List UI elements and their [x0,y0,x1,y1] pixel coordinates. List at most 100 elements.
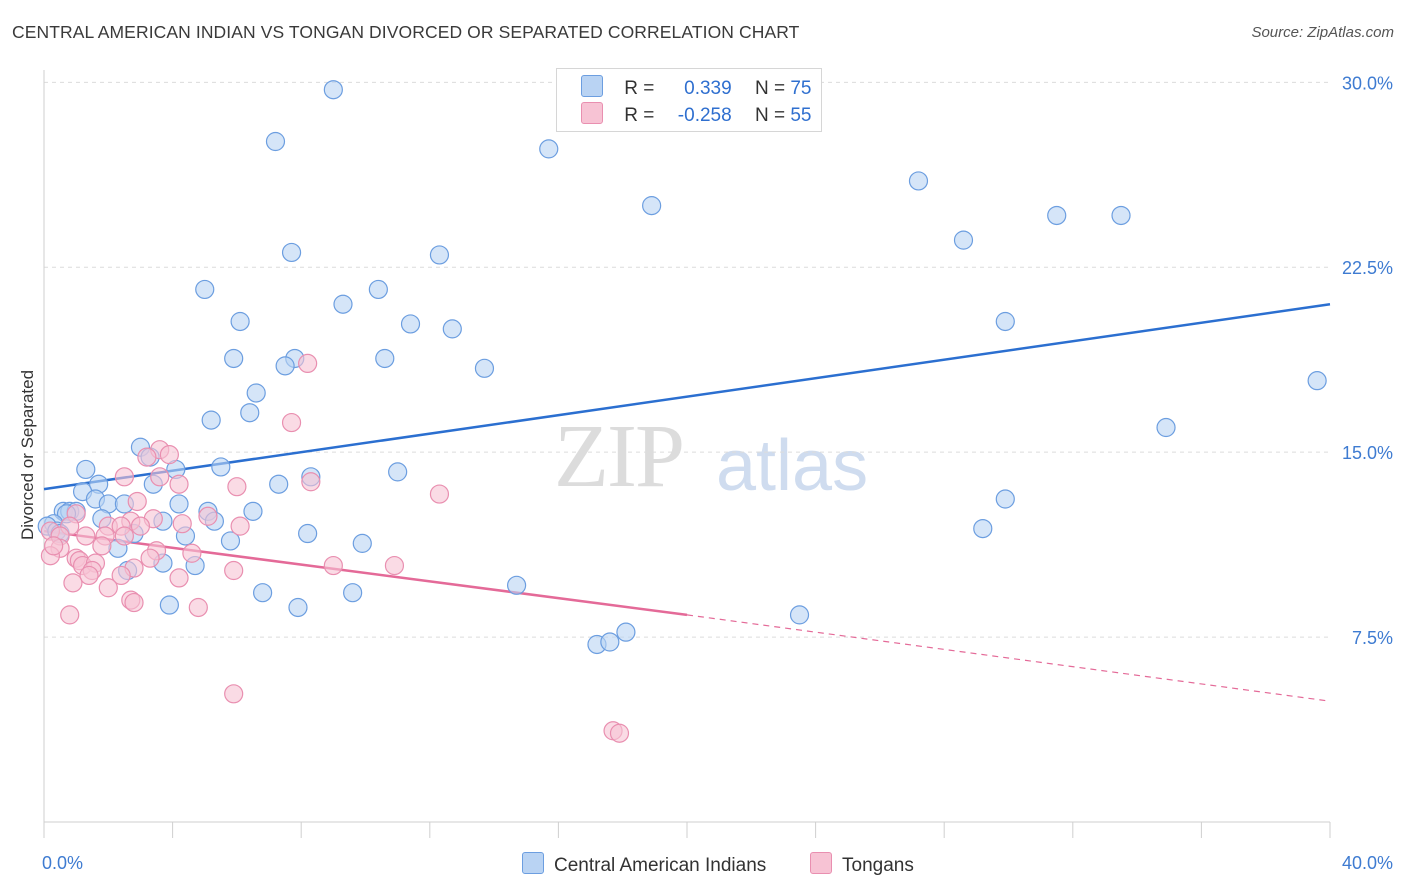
data-point-tongans [140,548,160,568]
data-point-central-american-indians [375,348,395,369]
watermark-zip: ZIP [554,407,685,506]
data-point-tongans [124,592,144,613]
data-point-tongans [63,573,83,593]
data-point-central-american-indians [323,80,343,100]
data-point-tongans [198,506,218,526]
data-point-tongans [60,605,80,625]
chart-source: Source: ZipAtlas.com [1251,24,1394,41]
data-point-central-american-indians [429,245,450,265]
x-tick-label: 40.0% [1342,853,1393,873]
data-point-central-american-indians [442,319,462,339]
legend-item-tongans: Tongans [810,852,914,877]
legend-swatch-blue [522,852,544,874]
legend-swatch-pink [810,852,832,874]
data-point-tongans [298,353,318,374]
legend-r-value: -0.258 [677,105,732,126]
y-tick-label: 15.0% [1342,443,1393,463]
data-point-central-american-indians [995,311,1015,332]
watermark-atlas: atlas [716,426,869,506]
points-tongans [40,353,630,743]
y-tick-label: 7.5% [1352,628,1393,648]
legend-row-pink: R = -0.258 N = 55 [581,102,811,126]
data-point-central-american-indians [953,230,974,250]
data-point-central-american-indians [600,632,620,652]
data-point-central-american-indians [973,518,993,539]
data-point-tongans [609,723,630,743]
data-point-central-american-indians [211,457,231,477]
data-point-tongans [130,516,151,536]
data-point-central-american-indians [230,311,250,332]
data-point-tongans [137,447,157,467]
data-point-central-american-indians [298,523,318,544]
data-point-central-american-indians [220,531,241,551]
y-axis-label: Divorced or Separated [18,369,37,541]
data-point-central-american-indians [1111,205,1131,226]
data-point-tongans [224,684,244,704]
data-point-tongans [323,555,343,576]
data-point-central-american-indians [539,139,559,159]
data-point-tongans [230,516,250,536]
data-point-central-american-indians [169,494,189,514]
y-tick-label: 30.0% [1342,73,1393,93]
legend-n-label: N = [754,105,786,126]
data-point-central-american-indians [288,597,308,618]
data-point-tongans [169,568,189,588]
data-point-central-american-indians [281,242,302,263]
data-point-central-american-indians [224,348,244,369]
data-point-central-american-indians [507,575,527,595]
legend-label: Central American Indians [554,855,767,876]
data-point-tongans [172,514,192,534]
data-point-central-american-indians [474,358,495,378]
data-point-central-american-indians [159,595,179,615]
legend-n-label: N = [754,78,786,99]
data-point-central-american-indians [1156,417,1176,438]
legend-r-label: R = [624,78,655,99]
trend-line-extension [686,614,1331,702]
data-point-tongans [76,526,96,546]
data-point-central-american-indians [253,583,273,603]
data-point-tongans [429,484,450,504]
data-point-tongans [182,543,202,563]
legend-r-value: 0.339 [684,78,732,99]
data-point-central-american-indians [195,279,215,300]
data-point-tongans [301,472,321,492]
legend-swatch-blue [581,75,603,97]
data-point-tongans [127,491,147,512]
data-point-tongans [111,565,131,586]
chart-title: CENTRAL AMERICAN INDIAN VS TONGAN DIVORC… [12,22,800,42]
data-point-central-american-indians [642,196,662,216]
data-point-tongans [159,445,179,465]
legend-n-value: 75 [790,78,812,99]
data-point-central-american-indians [265,131,286,152]
data-point-tongans [92,536,112,556]
data-point-tongans [44,536,64,556]
legend-label: Tongans [842,855,914,876]
data-point-central-american-indians [616,622,636,642]
data-point-central-american-indians [789,605,810,625]
data-point-tongans [224,560,244,581]
data-point-central-american-indians [908,171,929,191]
data-point-tongans [114,526,134,546]
axes [43,70,1331,838]
data-point-tongans [114,467,134,487]
data-point-tongans [227,477,247,497]
data-point-central-american-indians [275,356,295,376]
data-point-tongans [281,412,302,433]
data-point-tongans [169,474,189,494]
y-tick-label: 22.5% [1342,258,1393,278]
data-point-central-american-indians [343,583,363,603]
trend-line [43,302,1331,491]
legend-r-label: R = [624,105,655,126]
data-point-central-american-indians [246,383,266,403]
data-point-tongans [150,467,170,487]
data-point-central-american-indians [201,410,221,430]
data-point-central-american-indians [368,279,388,300]
legend-item-central-american-indians: Central American Indians [522,852,766,877]
data-point-tongans [79,565,99,586]
legend-n-value: 55 [790,105,812,126]
data-point-central-american-indians [243,501,263,521]
data-point-tongans [98,578,118,598]
data-point-central-american-indians [388,462,408,482]
data-point-central-american-indians [995,489,1015,509]
data-point-central-american-indians [269,474,289,494]
